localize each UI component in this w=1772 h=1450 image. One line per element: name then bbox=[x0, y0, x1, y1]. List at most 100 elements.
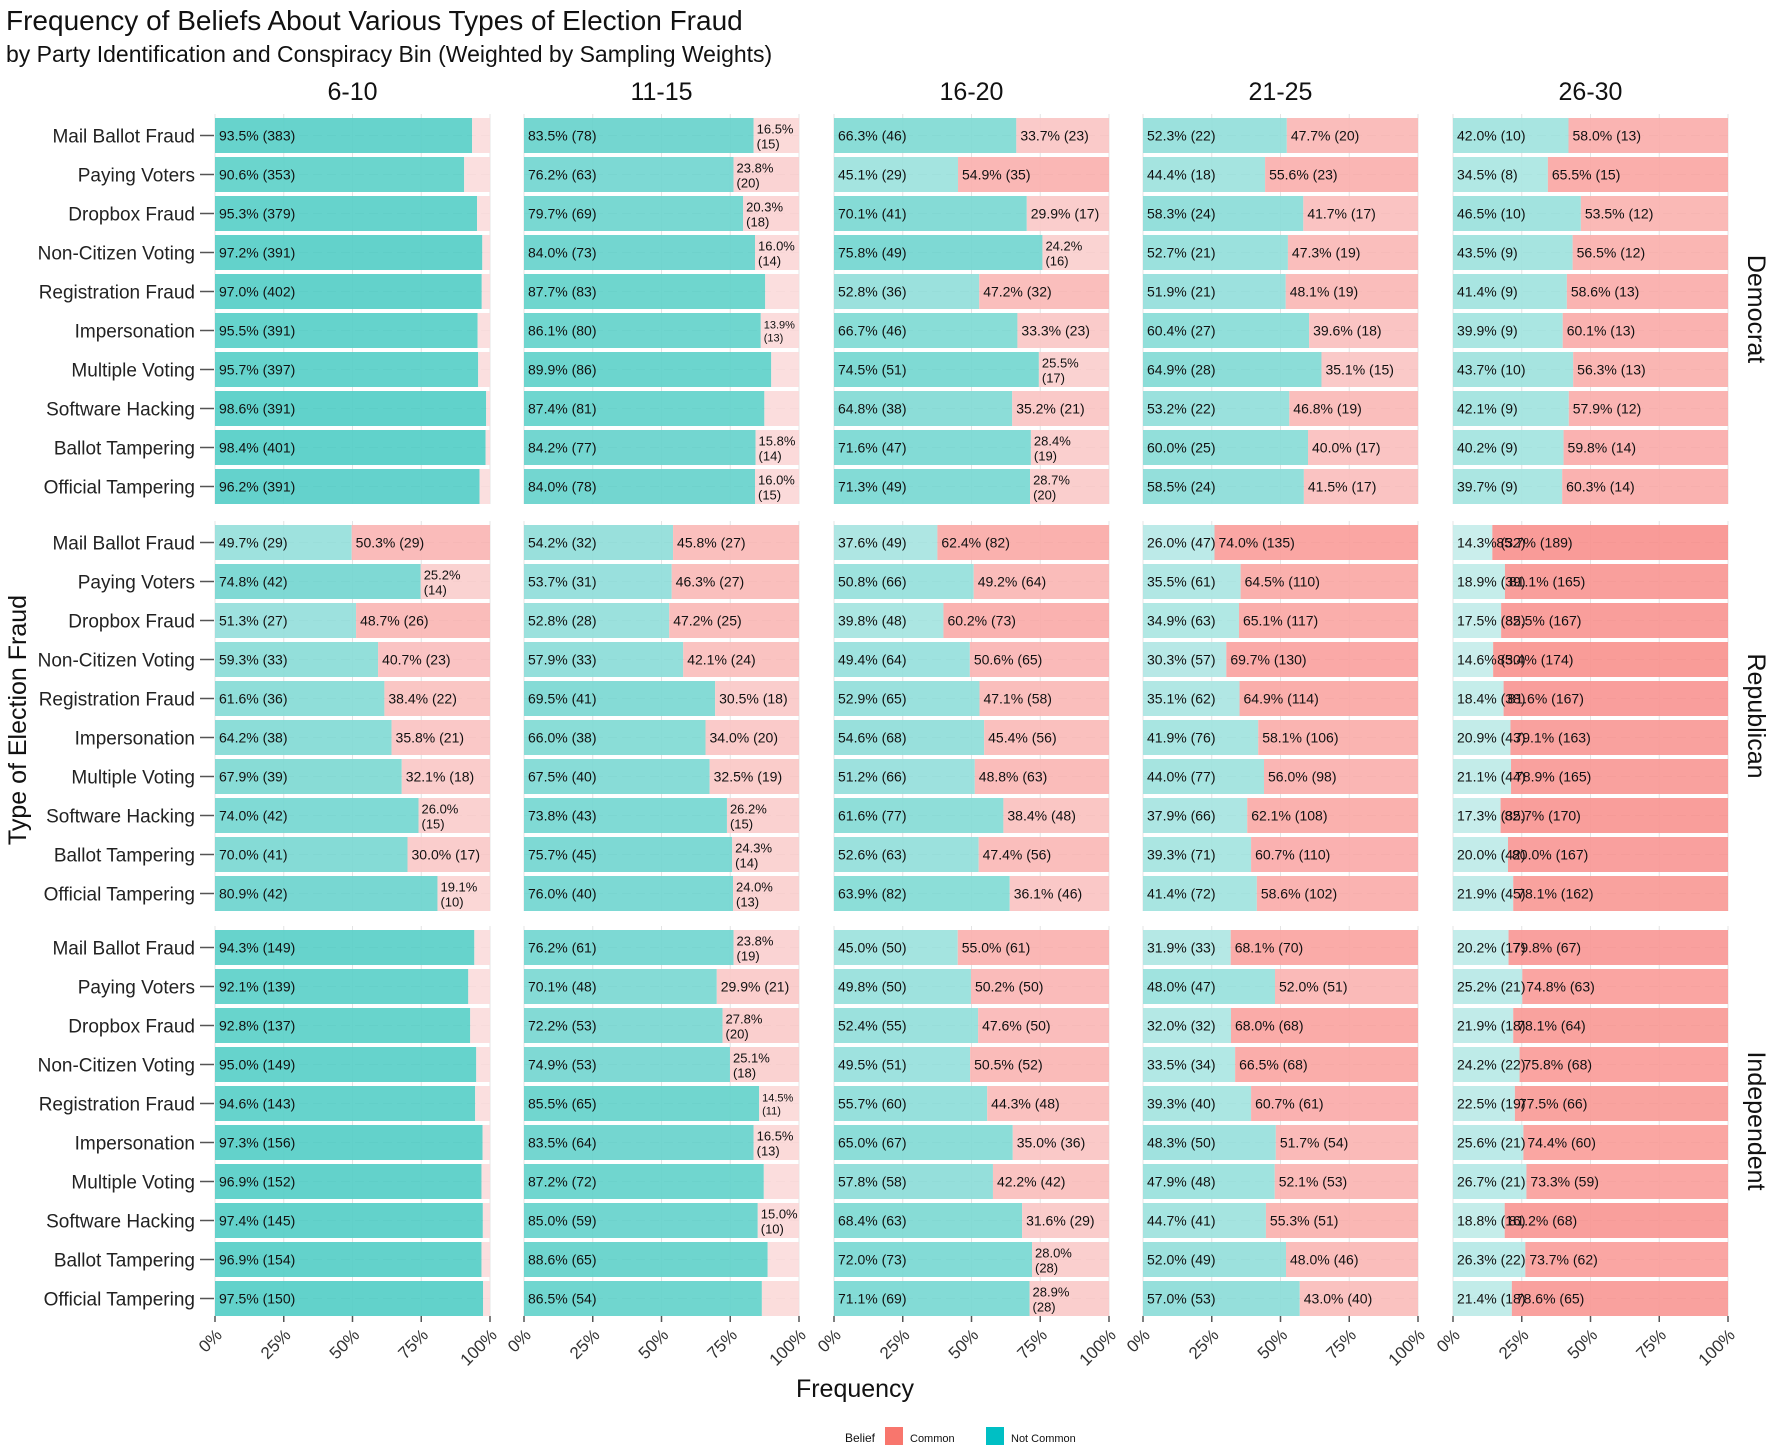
bar-not-common bbox=[1453, 430, 1564, 465]
bar-not-common bbox=[1453, 837, 1508, 872]
data-label-common: 75.8% (68) bbox=[1524, 1057, 1592, 1073]
y-tick-label: Multiple Voting bbox=[71, 768, 195, 789]
bar-not-common bbox=[524, 469, 755, 504]
bar-common bbox=[1230, 930, 1418, 965]
bar-common bbox=[1508, 837, 1728, 872]
bar-not-common bbox=[524, 430, 756, 465]
data-label-common: 24.3% bbox=[735, 841, 772, 856]
bar-common bbox=[1017, 313, 1109, 348]
data-label-common: 16.5% bbox=[757, 1129, 794, 1144]
data-label-not-common: 20.0% (42) bbox=[1457, 847, 1525, 863]
data-label-common: (19) bbox=[1034, 449, 1057, 464]
facet-panel: 94.3% (149) 92.1% (139) 92.8% (137) 95.0% (… bbox=[214, 926, 491, 1316]
bar-common bbox=[767, 1242, 799, 1277]
data-label-common: 79.8% (67) bbox=[1513, 940, 1581, 956]
y-tick-label: Mail Ballot Fraud bbox=[52, 939, 195, 960]
bar-not-common bbox=[1453, 1086, 1515, 1121]
data-label-not-common: 21.1% (44) bbox=[1457, 769, 1525, 785]
bar-common bbox=[1504, 1203, 1728, 1238]
bar-not-common bbox=[524, 157, 734, 192]
bar-not-common bbox=[1143, 430, 1308, 465]
data-label-not-common: 18.8% (16) bbox=[1457, 1213, 1525, 1229]
bar-not-common bbox=[215, 1008, 471, 1043]
bar-not-common bbox=[524, 1086, 760, 1121]
data-label-common: 81.1% (165) bbox=[1509, 574, 1585, 590]
bar-common bbox=[1522, 969, 1728, 1004]
facet-panel: 66.3% (46) 33.7% (23) 45.1% (29) 54.9% (35)… bbox=[833, 114, 1110, 504]
data-label-common: (14) bbox=[759, 449, 782, 464]
bar-common bbox=[673, 525, 799, 560]
facet-panels: 6-10 11-15 16-20 21-25 26-30 Democrat Republic… bbox=[38, 78, 1770, 1370]
data-label-not-common: 83.5% (64) bbox=[528, 1135, 596, 1151]
data-label-common: 45.8% (27) bbox=[677, 535, 745, 551]
data-label-common: 50.3% (29) bbox=[356, 535, 424, 551]
bar-common bbox=[482, 1125, 490, 1160]
data-label-common: 50.2% (50) bbox=[975, 979, 1043, 995]
data-label-not-common: 51.2% (66) bbox=[838, 769, 906, 785]
bar-not-common bbox=[1453, 969, 1523, 1004]
data-label-not-common: 87.4% (81) bbox=[528, 401, 596, 417]
data-label-not-common: 89.9% (86) bbox=[528, 362, 596, 378]
bar-common bbox=[418, 798, 490, 833]
legend: Belief Common Not Common bbox=[845, 1427, 1076, 1445]
bar-common bbox=[1511, 1281, 1728, 1316]
data-label-common: (28) bbox=[1035, 1261, 1058, 1276]
data-label-not-common: 26.3% (22) bbox=[1457, 1252, 1525, 1268]
bar-not-common bbox=[524, 525, 674, 560]
data-label-common: 62.4% (82) bbox=[941, 535, 1009, 551]
data-label-not-common: 97.5% (150) bbox=[219, 1291, 295, 1307]
data-label-common: 74.0% (135) bbox=[1219, 535, 1295, 551]
bar-common bbox=[757, 1203, 799, 1238]
facet-panel: 31.9% (33) 68.1% (70) 48.0% (47) 52.0% (51)… bbox=[1142, 926, 1419, 1316]
data-label-common: 65.1% (117) bbox=[1243, 613, 1318, 629]
data-label-common: 85.7% (189) bbox=[1496, 535, 1572, 551]
bar-not-common bbox=[1143, 837, 1252, 872]
bar-common bbox=[1274, 1164, 1418, 1199]
data-label-not-common: 53.7% (31) bbox=[528, 574, 596, 590]
bar-not-common bbox=[834, 603, 944, 638]
bar-not-common bbox=[1453, 681, 1504, 716]
data-label-common: 28.9% bbox=[1033, 1285, 1070, 1300]
bar-not-common bbox=[524, 1203, 758, 1238]
data-label-common: 78.1% (64) bbox=[1517, 1018, 1585, 1034]
y-tick-label: Non-Citizen Voting bbox=[38, 651, 195, 672]
data-label-common: 47.1% (58) bbox=[983, 691, 1051, 707]
data-label-common: 85.4% (174) bbox=[1497, 652, 1573, 668]
data-label-common: 25.5% bbox=[1042, 356, 1079, 371]
bar-common bbox=[733, 930, 799, 965]
bar-not-common bbox=[1453, 876, 1514, 911]
bar-not-common bbox=[215, 603, 357, 638]
y-axis-label: Type of Election Fraud bbox=[4, 595, 32, 845]
bar-common bbox=[1525, 1242, 1728, 1277]
data-label-common: 35.0% (36) bbox=[1017, 1135, 1085, 1151]
data-label-common: 24.2% bbox=[1045, 239, 1082, 254]
bar-not-common bbox=[524, 930, 734, 965]
data-label-not-common: 52.3% (22) bbox=[1147, 128, 1215, 144]
facet-panel: 37.6% (49) 62.4% (82) 50.8% (66) 49.2% (64)… bbox=[833, 521, 1110, 911]
bar-not-common bbox=[1143, 1047, 1236, 1082]
data-label-common: 47.6% (50) bbox=[982, 1018, 1050, 1034]
bar-not-common bbox=[834, 1164, 993, 1199]
data-label-not-common: 96.2% (391) bbox=[219, 479, 295, 495]
data-label-common: 36.1% (46) bbox=[1014, 886, 1082, 902]
data-label-not-common: 71.3% (49) bbox=[838, 479, 906, 495]
data-label-not-common: 45.1% (29) bbox=[838, 167, 906, 183]
data-label-not-common: 87.2% (72) bbox=[528, 1174, 596, 1190]
facet-column-label: 11-15 bbox=[630, 78, 692, 106]
bar-common bbox=[743, 196, 799, 231]
bar-not-common bbox=[834, 469, 1031, 504]
data-label-not-common: 35.1% (62) bbox=[1147, 691, 1215, 707]
bar-common bbox=[1030, 430, 1109, 465]
data-label-not-common: 20.9% (43) bbox=[1457, 730, 1525, 746]
data-label-common: 58.6% (102) bbox=[1261, 886, 1337, 902]
facet-row-label: Democrat bbox=[1742, 255, 1770, 363]
data-label-not-common: 41.4% (9) bbox=[1457, 284, 1518, 300]
data-label-not-common: 55.7% (60) bbox=[838, 1096, 906, 1112]
bar-not-common bbox=[1453, 274, 1567, 309]
bar-not-common bbox=[1453, 469, 1563, 504]
data-label-not-common: 49.7% (29) bbox=[219, 535, 287, 551]
bar-common bbox=[356, 603, 490, 638]
bar-common bbox=[1226, 642, 1418, 677]
data-label-common: 48.0% (46) bbox=[1290, 1252, 1358, 1268]
data-label-not-common: 21.9% (18) bbox=[1457, 1018, 1525, 1034]
